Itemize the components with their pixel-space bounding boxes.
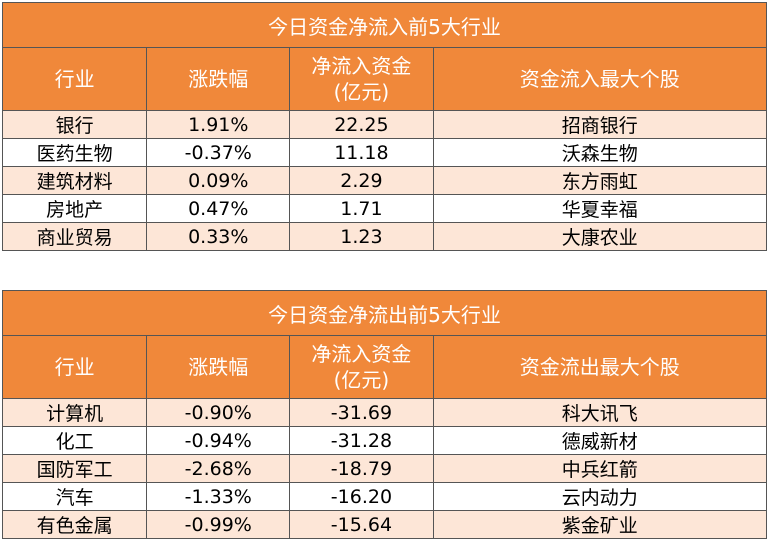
outflow-table: 今日资金净流出前5大行业 行业 涨跌幅 净流入资金 (亿元) 资金流出最大个股 … bbox=[1, 290, 768, 539]
stock-cell: 华夏幸福 bbox=[432, 194, 768, 223]
stock-cell: 东方雨虹 bbox=[432, 166, 768, 195]
inflow-table: 今日资金净流入前5大行业 行业 涨跌幅 净流入资金 (亿元) 资金流入最大个股 … bbox=[1, 2, 768, 251]
table-row: 计算机 -0.90% -31.69 科大讯飞 bbox=[1, 398, 768, 427]
industry-cell: 化工 bbox=[1, 426, 148, 455]
header-change: 涨跌幅 bbox=[146, 335, 291, 399]
change-cell: 1.91% bbox=[146, 110, 291, 139]
header-industry: 行业 bbox=[1, 335, 148, 399]
stock-cell: 沃森生物 bbox=[432, 138, 768, 167]
flow-cell: -15.64 bbox=[289, 510, 434, 539]
header-net-flow: 净流入资金 (亿元) bbox=[289, 47, 434, 111]
flow-cell: -31.69 bbox=[289, 398, 434, 427]
flow-cell: 11.18 bbox=[289, 138, 434, 167]
flow-cell: -18.79 bbox=[289, 454, 434, 483]
change-cell: -2.68% bbox=[146, 454, 291, 483]
industry-cell: 国防军工 bbox=[1, 454, 148, 483]
change-cell: 0.09% bbox=[146, 166, 291, 195]
stock-cell: 云内动力 bbox=[432, 482, 768, 511]
header-top-stock: 资金流出最大个股 bbox=[432, 335, 768, 399]
flow-cell: -16.20 bbox=[289, 482, 434, 511]
change-cell: -0.99% bbox=[146, 510, 291, 539]
inflow-title-row: 今日资金净流入前5大行业 bbox=[2, 2, 767, 48]
industry-cell: 有色金属 bbox=[1, 510, 148, 539]
flow-cell: 22.25 bbox=[289, 110, 434, 139]
stock-cell: 大康农业 bbox=[432, 222, 768, 251]
stock-cell: 科大讯飞 bbox=[432, 398, 768, 427]
table-row: 汽车 -1.33% -16.20 云内动力 bbox=[1, 482, 768, 511]
flow-cell: -31.28 bbox=[289, 426, 434, 455]
header-top-stock: 资金流入最大个股 bbox=[432, 47, 768, 111]
table-row: 建筑材料 0.09% 2.29 东方雨虹 bbox=[1, 166, 768, 195]
industry-cell: 商业贸易 bbox=[1, 222, 148, 251]
change-cell: -0.37% bbox=[146, 138, 291, 167]
table-row: 有色金属 -0.99% -15.64 紫金矿业 bbox=[1, 510, 768, 539]
industry-cell: 汽车 bbox=[1, 482, 148, 511]
change-cell: -1.33% bbox=[146, 482, 291, 511]
table-row: 银行 1.91% 22.25 招商银行 bbox=[1, 110, 768, 139]
flow-cell: 2.29 bbox=[289, 166, 434, 195]
outflow-header-row: 行业 涨跌幅 净流入资金 (亿元) 资金流出最大个股 bbox=[1, 335, 768, 399]
change-cell: -0.90% bbox=[146, 398, 291, 427]
outflow-title-row: 今日资金净流出前5大行业 bbox=[2, 290, 767, 336]
flow-cell: 1.71 bbox=[289, 194, 434, 223]
industry-cell: 银行 bbox=[1, 110, 148, 139]
header-change: 涨跌幅 bbox=[146, 47, 291, 111]
table-row: 医药生物 -0.37% 11.18 沃森生物 bbox=[1, 138, 768, 167]
header-net-flow-line2: (亿元) bbox=[333, 80, 390, 104]
header-net-flow-line2: (亿元) bbox=[333, 368, 390, 392]
table-row: 商业贸易 0.33% 1.23 大康农业 bbox=[1, 222, 768, 251]
header-net-flow-line1: 净流入资金 bbox=[311, 342, 412, 366]
stock-cell: 德威新材 bbox=[432, 426, 768, 455]
table-row: 化工 -0.94% -31.28 德威新材 bbox=[1, 426, 768, 455]
table-row: 房地产 0.47% 1.71 华夏幸福 bbox=[1, 194, 768, 223]
stock-cell: 招商银行 bbox=[432, 110, 768, 139]
table-row: 国防军工 -2.68% -18.79 中兵红箭 bbox=[1, 454, 768, 483]
change-cell: -0.94% bbox=[146, 426, 291, 455]
header-industry: 行业 bbox=[1, 47, 148, 111]
outflow-title: 今日资金净流出前5大行业 bbox=[2, 290, 767, 336]
header-net-flow: 净流入资金 (亿元) bbox=[289, 335, 434, 399]
industry-cell: 房地产 bbox=[1, 194, 148, 223]
change-cell: 0.47% bbox=[146, 194, 291, 223]
industry-cell: 建筑材料 bbox=[1, 166, 148, 195]
industry-cell: 医药生物 bbox=[1, 138, 148, 167]
flow-cell: 1.23 bbox=[289, 222, 434, 251]
inflow-title: 今日资金净流入前5大行业 bbox=[2, 2, 767, 48]
header-net-flow-line1: 净流入资金 bbox=[311, 54, 412, 78]
stock-cell: 紫金矿业 bbox=[432, 510, 768, 539]
change-cell: 0.33% bbox=[146, 222, 291, 251]
industry-cell: 计算机 bbox=[1, 398, 148, 427]
inflow-header-row: 行业 涨跌幅 净流入资金 (亿元) 资金流入最大个股 bbox=[1, 47, 768, 111]
stock-cell: 中兵红箭 bbox=[432, 454, 768, 483]
